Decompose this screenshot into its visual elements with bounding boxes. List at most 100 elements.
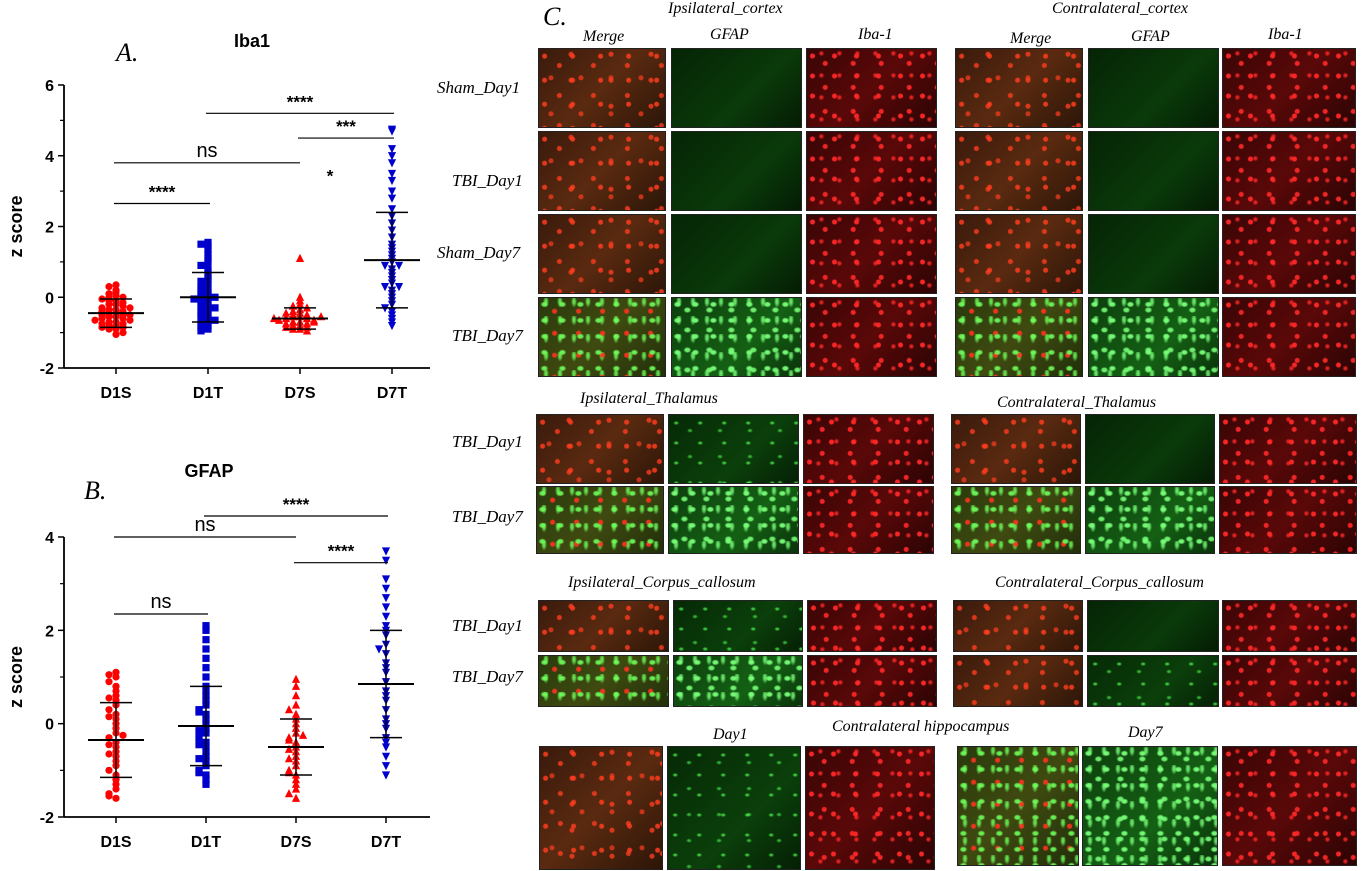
significance-label: ns (196, 140, 217, 162)
contralateral-corpus-callosum-title: Contralateral_Corpus_callosum (995, 574, 1204, 591)
micrograph (1087, 655, 1219, 707)
micrograph (1222, 131, 1356, 211)
contralateral-thalamus-title: Contralateral_Thalamus (997, 394, 1157, 411)
data-point (197, 302, 205, 310)
micrograph (538, 655, 669, 707)
data-point (284, 705, 294, 714)
data-point (105, 741, 113, 749)
micrograph (668, 486, 799, 554)
row-label-sham-day1: Sham_Day1 (437, 78, 521, 97)
data-point (387, 194, 397, 203)
data-point (202, 776, 210, 784)
data-point (281, 308, 291, 317)
x-tick-label: D7T (377, 385, 407, 402)
micrograph (671, 48, 802, 128)
micrograph (806, 48, 937, 128)
significance-label: **** (328, 542, 355, 561)
data-point (112, 330, 120, 338)
micrograph (806, 131, 937, 211)
row-label-tbi-day7: TBI_Day7 (452, 326, 523, 345)
data-point (195, 727, 203, 735)
micrograph (1085, 486, 1215, 554)
micrograph (1222, 600, 1357, 652)
data-point (98, 314, 106, 323)
micrograph (803, 414, 934, 484)
micrograph (538, 48, 666, 128)
data-point (105, 325, 113, 333)
data-point (105, 792, 113, 800)
data-point (105, 313, 113, 321)
data-point (291, 793, 301, 802)
micrograph (536, 414, 664, 484)
data-point (394, 261, 404, 271)
data-point (374, 645, 384, 654)
data-point (195, 755, 203, 763)
col-iba1-right: Iba-1 (1268, 26, 1303, 43)
data-point (197, 240, 205, 248)
data-point (295, 299, 305, 308)
data-point (195, 769, 203, 777)
chart-title: Iba1 (234, 31, 270, 51)
data-point (105, 678, 113, 686)
data-point (291, 779, 301, 788)
data-point (381, 603, 391, 612)
x-tick-label: D7S (284, 385, 315, 402)
data-point (291, 775, 301, 784)
data-point (381, 547, 391, 556)
col-iba1-left: Iba-1 (858, 26, 893, 43)
data-point (202, 780, 210, 788)
micrograph (951, 414, 1081, 484)
data-point (105, 706, 113, 714)
data-point (387, 176, 397, 186)
panel-b-letter: B. (84, 476, 107, 505)
data-point (291, 674, 301, 683)
data-point (112, 673, 120, 681)
data-point (387, 321, 397, 331)
micrograph (671, 214, 802, 294)
y-tick-label: 2 (45, 220, 54, 237)
chart-title: GFAP (184, 461, 233, 481)
row-label-cc-tbi-day1: TBI_Day1 (452, 616, 523, 635)
data-point (119, 731, 127, 739)
data-point (195, 741, 203, 749)
y-tick-label: -2 (40, 810, 54, 827)
col-merge-right: Merge (1010, 30, 1052, 47)
data-point (380, 283, 390, 292)
y-axis-label: z score (6, 195, 26, 257)
micrograph (1088, 48, 1219, 128)
panel-c-letter: C. (543, 2, 567, 31)
ipsilateral-cortex-title: Ipsilateral_cortex (668, 0, 783, 17)
micrograph (955, 297, 1083, 377)
x-tick-label: D1S (100, 834, 131, 851)
data-point (112, 281, 120, 289)
micrograph (536, 486, 664, 554)
data-point (112, 785, 120, 793)
y-tick-label: 6 (45, 78, 54, 95)
ipsilateral-thalamus-title: Ipsilateral_Thalamus (580, 390, 718, 407)
micrograph (538, 214, 666, 294)
significance-label: ns (150, 591, 171, 613)
data-point (202, 622, 210, 630)
data-point (381, 771, 391, 780)
data-point (105, 671, 113, 679)
data-point (284, 735, 294, 744)
gfap-scatter-chart: GFAP 4 2 0 -2 z score D1S D1T D7S D7T ns ns **** **** (6, 461, 430, 851)
micrograph (951, 486, 1081, 554)
data-point (284, 754, 294, 763)
contralateral-cortex-title: Contralateral_cortex (1052, 0, 1188, 17)
micrograph (673, 600, 803, 652)
row-label-thalamus-tbi-day1: TBI_Day1 (452, 432, 523, 451)
data-point (105, 766, 113, 774)
micrograph (538, 600, 669, 652)
micrograph (538, 297, 666, 377)
micrograph (673, 655, 803, 707)
data-point (387, 205, 397, 214)
data-point (309, 317, 319, 326)
data-point (387, 152, 397, 161)
data-point (197, 314, 205, 323)
micrograph (805, 746, 935, 870)
data-point (91, 316, 99, 324)
micrograph (1222, 214, 1356, 294)
micrograph (1222, 655, 1357, 707)
data-point (291, 691, 301, 700)
